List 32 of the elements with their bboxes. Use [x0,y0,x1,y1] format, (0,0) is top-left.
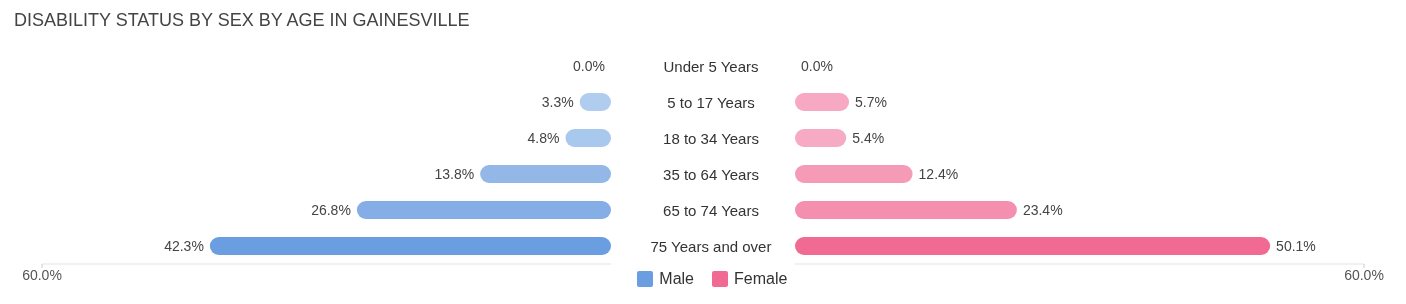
y-tick-label: 18 to 34 Years [651,127,771,149]
bar [480,165,611,183]
bar [795,237,1271,255]
bar [565,129,611,147]
data-label: 5.4% [852,130,885,146]
data-label: 3.3% [541,94,574,110]
y-tick-label: Under 5 Years [651,55,771,77]
y-tick-label: 75 Years and over [638,235,784,257]
bar [209,237,611,255]
data-label: 4.8% [527,130,560,146]
bar [795,201,1017,219]
bar [795,93,850,111]
legend-label: Female [734,270,788,288]
y-tick-label: 5 to 17 Years [655,91,767,113]
data-label: 12.4% [918,166,959,182]
bar [795,129,847,147]
data-label: 13.8% [434,166,475,182]
data-label: 0.0% [801,58,833,74]
data-label: 50.1% [1276,238,1316,254]
legend-label: Male [659,270,694,288]
x-tick-label: 60.0% [22,266,62,283]
bar [356,201,611,219]
data-label: 26.8% [311,202,351,218]
y-tick-label: 65 to 74 Years [651,199,771,221]
bar [795,165,913,183]
data-label: 23.4% [1022,202,1063,218]
data-label: 0.0% [573,58,605,74]
data-label: 5.7% [855,94,887,110]
data-label: 42.3% [164,238,204,254]
x-tick-label: 60.0% [1344,266,1384,283]
y-tick-label: 35 to 64 Years [651,163,771,185]
chart-title: DISABILITY STATUS BY SEX BY AGE IN GAINESVILLE [14,10,470,31]
